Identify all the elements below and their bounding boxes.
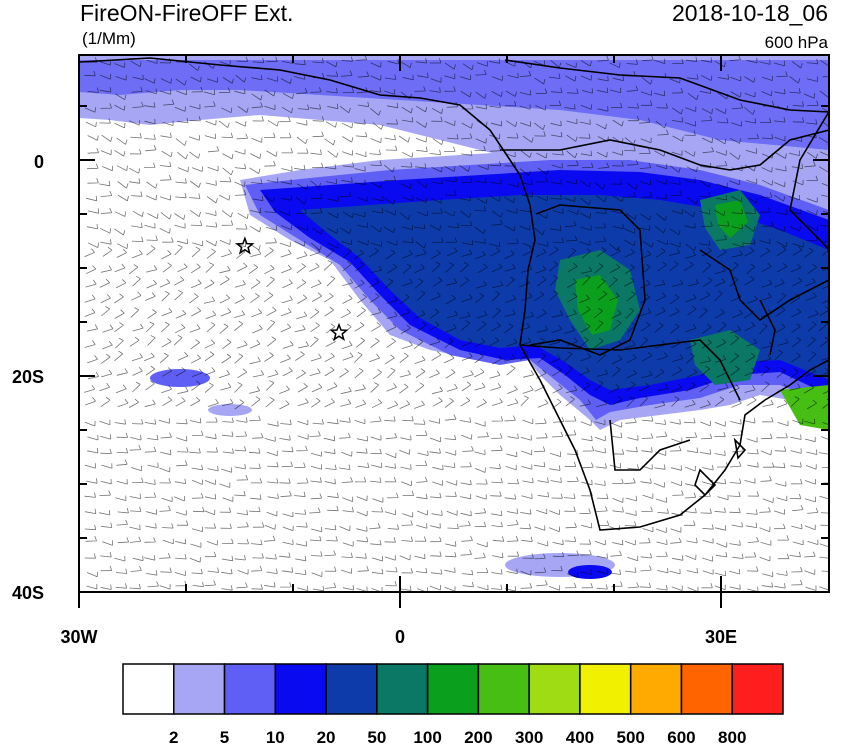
x-label-30e: 30E <box>704 627 738 647</box>
map-title: FireON-FireOFF Ext. <box>80 0 294 26</box>
colorbar-label: 100 <box>413 728 442 747</box>
colorbar-swatch <box>274 663 327 715</box>
station-star-1 <box>235 236 255 255</box>
map-frame <box>78 54 830 593</box>
x-label-30w: 30W <box>60 627 98 647</box>
colorbar-label: 20 <box>316 728 336 747</box>
colorbar-label: 500 <box>616 728 645 747</box>
colorbar-swatch <box>477 663 530 715</box>
axis-ticks <box>78 55 829 608</box>
wind-barbs <box>84 55 829 592</box>
colorbar-swatch <box>173 663 226 715</box>
colorbar-label: 300 <box>514 728 544 747</box>
station-markers <box>235 236 349 342</box>
colorbar-label: 10 <box>265 728 285 747</box>
colorbar-swatch <box>325 663 378 715</box>
colorbar-label: 400 <box>565 728 595 747</box>
colorbar-label: 5 <box>219 728 230 747</box>
y-label-20s: 20S <box>11 367 44 387</box>
colorbar-label: 200 <box>464 728 493 747</box>
units-label: (1/Mm) <box>82 29 136 48</box>
colorbar-label: 50 <box>367 728 387 747</box>
colorbar-swatch <box>579 663 632 715</box>
coastlines <box>79 57 829 531</box>
colorbar <box>122 663 784 715</box>
colorbar-swatch <box>528 663 581 715</box>
colorbar-swatch <box>731 663 784 715</box>
colorbar-swatch <box>122 663 175 715</box>
colorbar-label: 600 <box>667 728 696 747</box>
aerosol-field <box>79 55 829 579</box>
y-label-40s: 40S <box>11 583 44 603</box>
colorbar-swatch <box>680 663 733 715</box>
colorbar-label: 800 <box>718 728 747 747</box>
colorbar-swatch <box>629 663 683 715</box>
map-datetime: 2018-10-18_06 <box>671 0 828 26</box>
colorbar-swatch <box>426 663 480 715</box>
colorbar-label: 2 <box>169 728 179 747</box>
pressure-level-label: 600 hPa <box>764 33 828 52</box>
colorbar-swatch <box>223 663 277 715</box>
colorbar-swatch <box>376 663 429 715</box>
x-label-0: 0 <box>394 627 405 647</box>
y-label-0: 0 <box>33 152 44 172</box>
station-star-2 <box>329 322 349 342</box>
